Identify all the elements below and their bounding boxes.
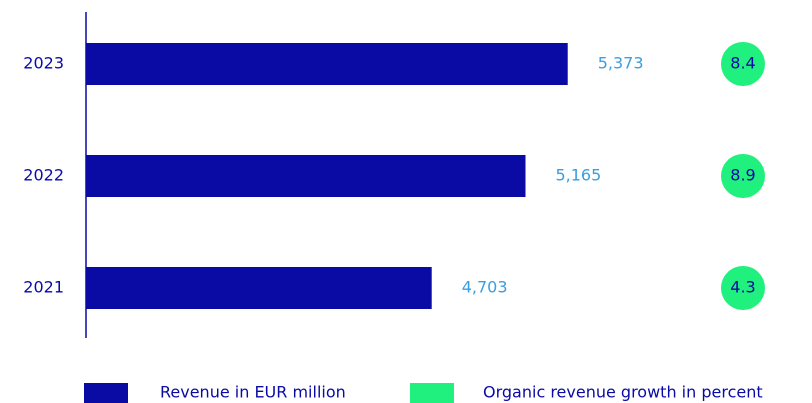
bar [86, 267, 432, 309]
y-tick-label: 2022 [23, 166, 64, 185]
legend-swatch [84, 383, 128, 403]
growth-circle [721, 266, 765, 310]
legend-label: Organic revenue growth in percent [483, 383, 763, 402]
bar [86, 43, 568, 85]
legend-label: Revenue in EUR million [160, 383, 346, 402]
data-label: 5,165 [555, 166, 601, 185]
bar [86, 155, 526, 197]
legend-swatch [410, 383, 454, 403]
data-label: 5,373 [598, 54, 644, 73]
y-tick-label: 2023 [23, 54, 64, 73]
data-label: 4,703 [462, 278, 508, 297]
growth-label: 4.3 [730, 278, 755, 297]
growth-label: 8.4 [730, 54, 755, 73]
growth-label: 8.9 [730, 166, 755, 185]
growth-circle [721, 154, 765, 198]
y-tick-label: 2021 [23, 278, 64, 297]
growth-circle [721, 42, 765, 86]
